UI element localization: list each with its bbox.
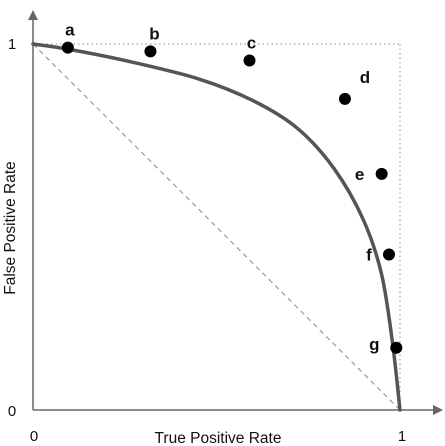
y-tick-label-1: 1	[8, 36, 16, 53]
point-d	[338, 92, 351, 105]
point-label-c: c	[247, 33, 256, 52]
point-label-e: e	[355, 165, 364, 184]
point-c	[243, 54, 256, 67]
point-g	[390, 341, 403, 354]
x-axis-label: True Positive Rate	[155, 430, 282, 446]
x-tick-label-0: 0	[30, 428, 38, 445]
point-label-f: f	[366, 245, 372, 264]
x-tick-label-1: 1	[398, 428, 406, 445]
point-f	[382, 248, 395, 261]
point-label-b: b	[149, 24, 159, 43]
point-label-g: g	[369, 335, 379, 354]
curve-points: a b c d e f g	[61, 21, 403, 354]
point-b	[144, 45, 157, 58]
y-axis-label: False Positive Rate	[2, 161, 19, 295]
point-e	[375, 167, 388, 180]
y-tick-label-0: 0	[8, 403, 16, 420]
roc-curve-line	[31, 42, 402, 412]
point-a	[61, 41, 74, 54]
point-label-a: a	[65, 21, 75, 40]
point-label-d: d	[360, 68, 370, 87]
